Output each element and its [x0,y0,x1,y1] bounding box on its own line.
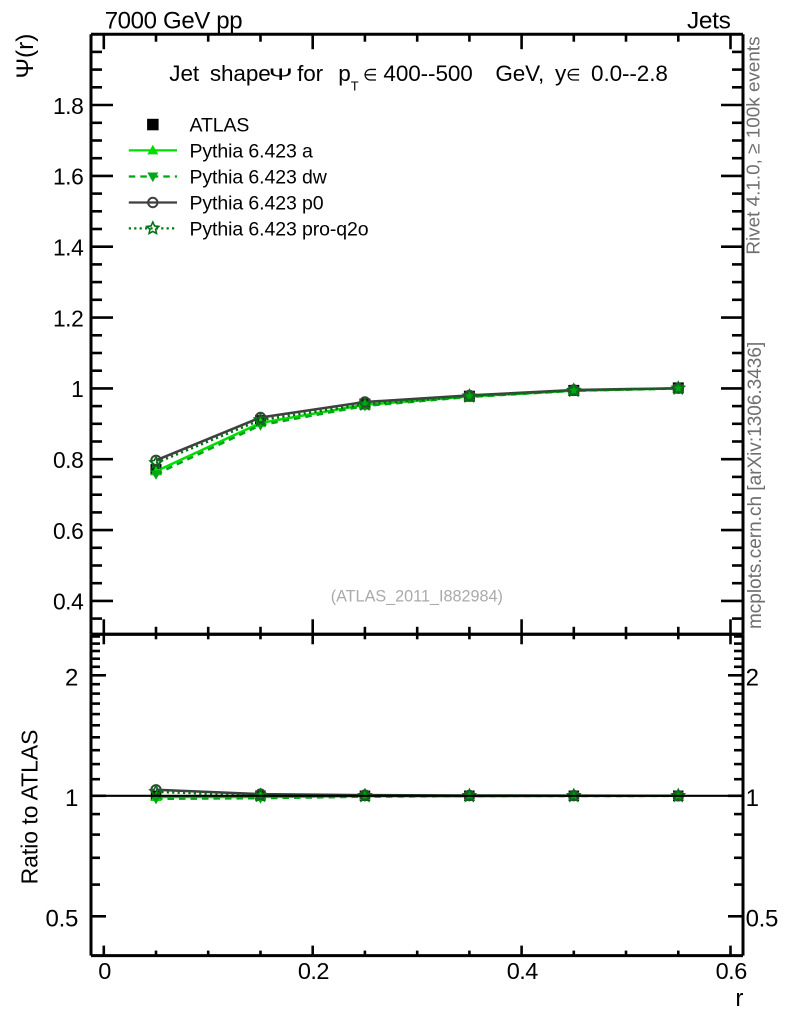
svg-text:0: 0 [98,958,111,984]
svg-text:7000 GeV pp: 7000 GeV pp [105,7,243,34]
svg-text:2: 2 [65,664,78,691]
svg-text:Ψ(r): Ψ(r) [12,34,39,79]
svg-text:0.8: 0.8 [53,447,83,473]
svg-text:0.5: 0.5 [46,905,78,932]
svg-text:1: 1 [746,785,759,812]
svg-text:mcplots.cern.ch [arXiv:1306.34: mcplots.cern.ch [arXiv:1306.3436] [745,342,766,629]
svg-text:1.8: 1.8 [53,93,83,119]
svg-text:r: r [735,985,743,1012]
svg-text:0.4: 0.4 [53,589,84,615]
svg-text:(ATLAS_2011_I882984): (ATLAS_2011_I882984) [331,588,503,606]
svg-text:Pythia 6.423 p0: Pythia 6.423 p0 [190,193,324,215]
svg-text:1.2: 1.2 [53,305,83,331]
svg-text:1: 1 [71,376,83,402]
svg-text:0.5: 0.5 [746,905,778,932]
svg-text:0.6: 0.6 [716,958,748,984]
svg-text:0.4: 0.4 [507,958,539,984]
svg-text:1.6: 1.6 [53,164,83,190]
svg-text:ATLAS: ATLAS [190,115,250,137]
svg-text:2: 2 [746,664,759,691]
svg-text:1: 1 [65,785,78,812]
svg-text:0.2: 0.2 [298,958,329,984]
svg-text:Jets: Jets [687,8,731,35]
svg-text:1.4: 1.4 [53,235,84,261]
svg-text:Pythia 6.423 pro-q2o: Pythia 6.423 pro-q2o [190,218,369,240]
svg-text:Ratio to ATLAS: Ratio to ATLAS [17,730,43,885]
svg-text:Pythia 6.423 a: Pythia 6.423 a [190,140,314,162]
svg-text:0.6: 0.6 [53,518,83,544]
svg-text:Pythia 6.423 dw: Pythia 6.423 dw [190,167,328,189]
svg-text:Rivet 4.1.0, ≥ 100k events: Rivet 4.1.0, ≥ 100k events [744,36,765,254]
